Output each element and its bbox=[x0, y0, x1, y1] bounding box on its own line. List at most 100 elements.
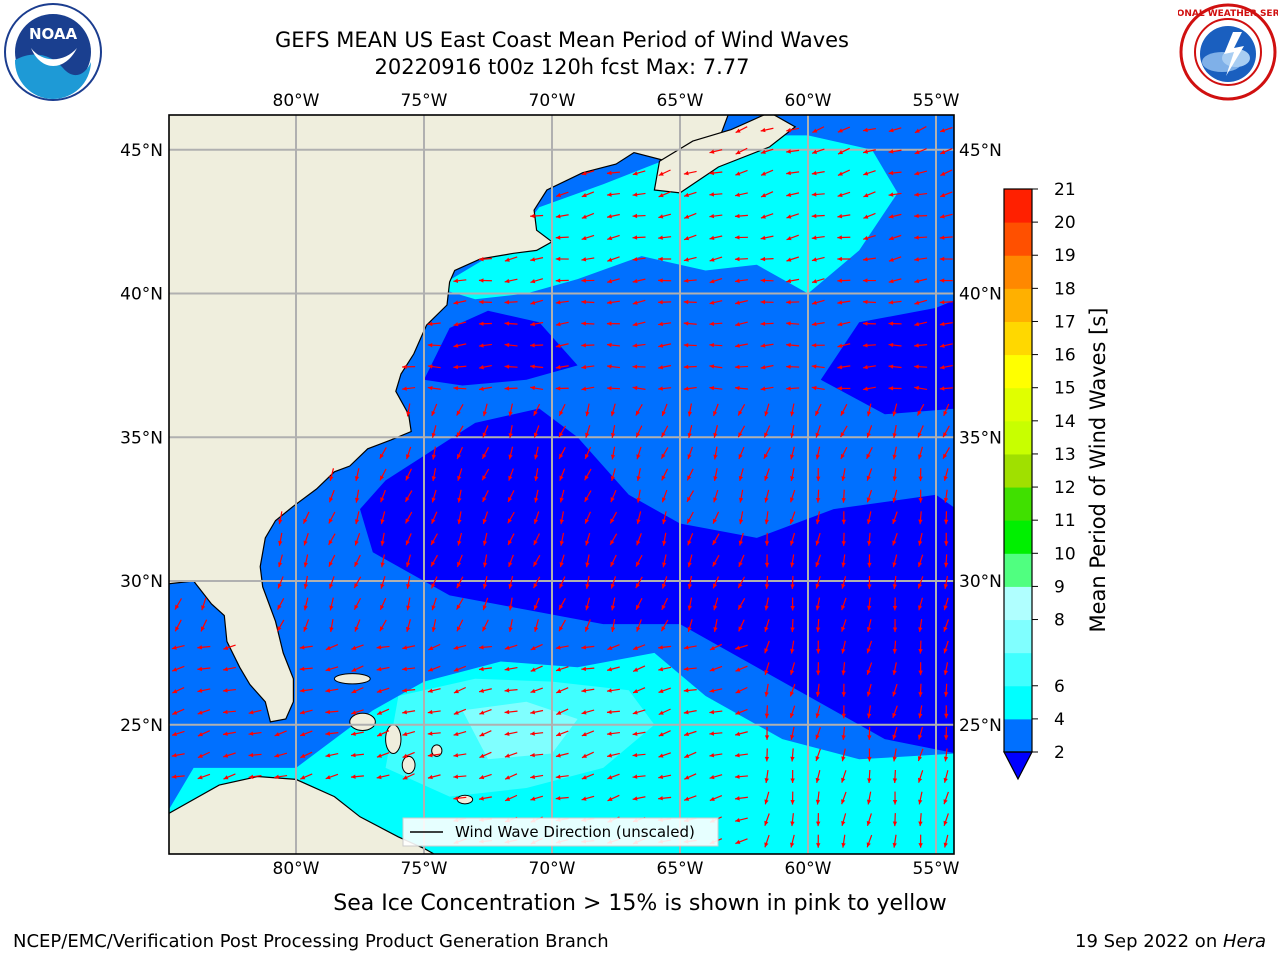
wind-arrow-head bbox=[841, 605, 846, 611]
wind-arrow-head bbox=[581, 257, 587, 262]
wind-arrow-head bbox=[943, 432, 948, 438]
wind-arrow-head bbox=[786, 149, 791, 154]
wind-arrow-head bbox=[354, 583, 359, 589]
wind-arrow-head bbox=[917, 562, 923, 568]
wind-arrow-head bbox=[892, 433, 897, 438]
wind-arrow-head bbox=[248, 774, 254, 779]
wind-arrow-head bbox=[558, 432, 564, 438]
lon-tick-label-bottom: 80°W bbox=[273, 859, 320, 879]
wind-arrow-head bbox=[402, 688, 407, 693]
wind-arrow-head bbox=[556, 710, 562, 715]
wind-arrow-head bbox=[354, 540, 359, 546]
wind-arrow-head bbox=[534, 454, 539, 460]
wind-arrow-head bbox=[633, 667, 639, 672]
wind-arrow-head bbox=[431, 432, 436, 438]
wind-arrow-head bbox=[709, 667, 715, 672]
wind-arrow-head bbox=[636, 432, 641, 438]
wind-arrow-head bbox=[504, 645, 510, 650]
wind-arrow-head bbox=[735, 839, 741, 844]
wind-arrow-head bbox=[735, 667, 741, 672]
colorbar-tick-label: 8 bbox=[1054, 611, 1065, 631]
wind-arrow-head bbox=[171, 645, 177, 650]
wind-arrow-head bbox=[482, 540, 488, 546]
wind-arrow-head bbox=[197, 688, 203, 693]
colorbar-segment bbox=[1004, 652, 1032, 687]
wind-arrow-head bbox=[555, 278, 561, 283]
colorbar-segment bbox=[1004, 619, 1032, 654]
noaa-logo-text: NOAA bbox=[29, 25, 78, 43]
wind-arrow-head bbox=[735, 343, 740, 348]
wind-arrow-head bbox=[683, 386, 689, 391]
wind-arrow-head bbox=[734, 364, 740, 370]
wind-arrow-head bbox=[892, 562, 897, 568]
wind-arrow-head bbox=[892, 842, 897, 848]
wind-arrow-head bbox=[940, 193, 946, 198]
wind-arrow-head bbox=[606, 170, 612, 176]
wind-arrow-head bbox=[944, 541, 949, 546]
wind-arrow-head bbox=[427, 364, 433, 369]
wind-arrow-head bbox=[457, 475, 462, 481]
wind-arrow-head bbox=[790, 433, 795, 438]
wind-arrow-head bbox=[478, 299, 484, 305]
wind-arrow-head bbox=[914, 235, 919, 240]
colorbar-tick-label: 10 bbox=[1054, 544, 1076, 564]
wind-arrow-head bbox=[405, 475, 410, 481]
wind-arrow-head bbox=[709, 753, 715, 758]
wind-arrow-head bbox=[764, 691, 769, 697]
wind-arrow-head bbox=[734, 796, 740, 801]
wind-arrow-head bbox=[764, 669, 769, 675]
wind-arrow-head bbox=[841, 799, 846, 805]
wind-arrow-head bbox=[530, 667, 536, 672]
wind-arrow-head bbox=[635, 583, 640, 589]
wind-arrow-head bbox=[453, 322, 459, 327]
wind-arrow-head bbox=[939, 278, 945, 283]
wind-arrow-head bbox=[559, 497, 564, 503]
wind-arrow-head bbox=[658, 343, 664, 348]
wind-arrow-head bbox=[581, 193, 587, 198]
wind-arrow-head bbox=[837, 256, 842, 262]
wind-arrow-head bbox=[482, 518, 487, 524]
wind-arrow-head bbox=[892, 778, 898, 783]
wind-arrow-head bbox=[815, 777, 820, 783]
wind-arrow-head bbox=[892, 800, 898, 805]
wind-arrow-head bbox=[636, 476, 641, 481]
wind-arrow-head bbox=[530, 213, 535, 219]
wind-arrow-head bbox=[581, 796, 587, 801]
wind-arrow-head bbox=[636, 604, 641, 610]
wind-arrow-head bbox=[789, 540, 795, 546]
wind-arrow-head bbox=[683, 171, 689, 176]
wind-arrow-head bbox=[530, 343, 535, 348]
wind-arrow-head bbox=[837, 278, 842, 283]
footer-date: 19 Sep 2022 on Hera bbox=[1075, 931, 1266, 952]
wind-arrow-head bbox=[175, 626, 180, 632]
wind-arrow-head bbox=[786, 214, 792, 219]
wind-arrow-head bbox=[786, 170, 791, 176]
wind-arrow-head bbox=[816, 821, 821, 827]
wind-arrow-head bbox=[866, 799, 872, 805]
wind-arrow-head bbox=[943, 820, 948, 826]
wind-arrow-head bbox=[197, 753, 203, 758]
wind-arrow-head bbox=[918, 670, 923, 676]
wind-arrow-head bbox=[734, 256, 740, 262]
lat-tick-label-right: 35°N bbox=[959, 428, 1002, 448]
wind-arrow-head bbox=[888, 300, 894, 305]
wind-arrow-head bbox=[790, 648, 795, 654]
wind-arrow-head bbox=[585, 518, 590, 524]
wind-arrow-head bbox=[581, 364, 587, 370]
wind-arrow-head bbox=[636, 497, 641, 503]
wind-arrow-head bbox=[607, 300, 612, 305]
wind-arrow-head bbox=[172, 710, 178, 715]
wind-arrow-head bbox=[837, 192, 843, 197]
wind-arrow-head bbox=[530, 300, 536, 305]
lat-tick-label-left: 40°N bbox=[120, 285, 163, 305]
wind-arrow-head bbox=[478, 321, 484, 326]
wind-arrow-head bbox=[892, 712, 897, 718]
wind-arrow-head bbox=[636, 519, 641, 525]
wind-arrow-head bbox=[508, 583, 513, 589]
wind-arrow-head bbox=[764, 475, 769, 481]
wind-arrow-head bbox=[790, 778, 795, 783]
wind-arrow-head bbox=[607, 667, 613, 672]
wind-arrow-head bbox=[658, 193, 664, 198]
noaa-logo: NOAA bbox=[4, 3, 102, 101]
wind-arrow-head bbox=[559, 583, 564, 589]
